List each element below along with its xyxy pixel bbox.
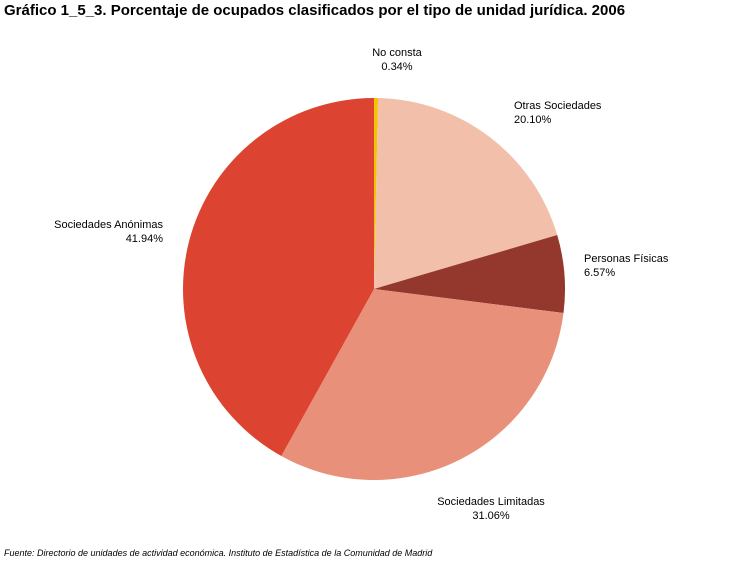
source-note: Fuente: Directorio de unidades de activi…: [4, 548, 433, 558]
slice-value-sociedades-anonimas: 41.94%: [126, 233, 164, 245]
slice-value-no-consta: 0.34%: [381, 61, 412, 73]
slice-value-otras-sociedades: 20.10%: [514, 114, 552, 126]
pie-slice-sociedades-limitadas: [281, 289, 564, 480]
pie-slice-otras-sociedades: [374, 98, 558, 289]
pie-slice-sociedades-anonimas: [182, 98, 374, 457]
pie-chart: No consta 0.34% Otras Sociedades 20.10% Pers…: [54, 47, 669, 522]
pie-slice-personas-fisicas: [374, 234, 565, 314]
slice-value-personas-fisicas: 6.57%: [584, 267, 615, 279]
slice-label-sociedades-anonimas: Sociedades Anónimas: [54, 219, 163, 231]
slice-label-personas-fisicas: Personas Físicas: [584, 253, 669, 265]
slice-label-no-consta: No consta: [372, 47, 422, 59]
pie-slice-no-consta: [374, 98, 379, 289]
slice-label-sociedades-limitadas: Sociedades Limitadas: [437, 496, 545, 508]
chart-title: Gráfico 1_5_3. Porcentaje de ocupados cl…: [4, 2, 626, 19]
slice-label-otras-sociedades: Otras Sociedades: [514, 100, 602, 112]
slice-value-sociedades-limitadas: 31.06%: [472, 510, 510, 522]
